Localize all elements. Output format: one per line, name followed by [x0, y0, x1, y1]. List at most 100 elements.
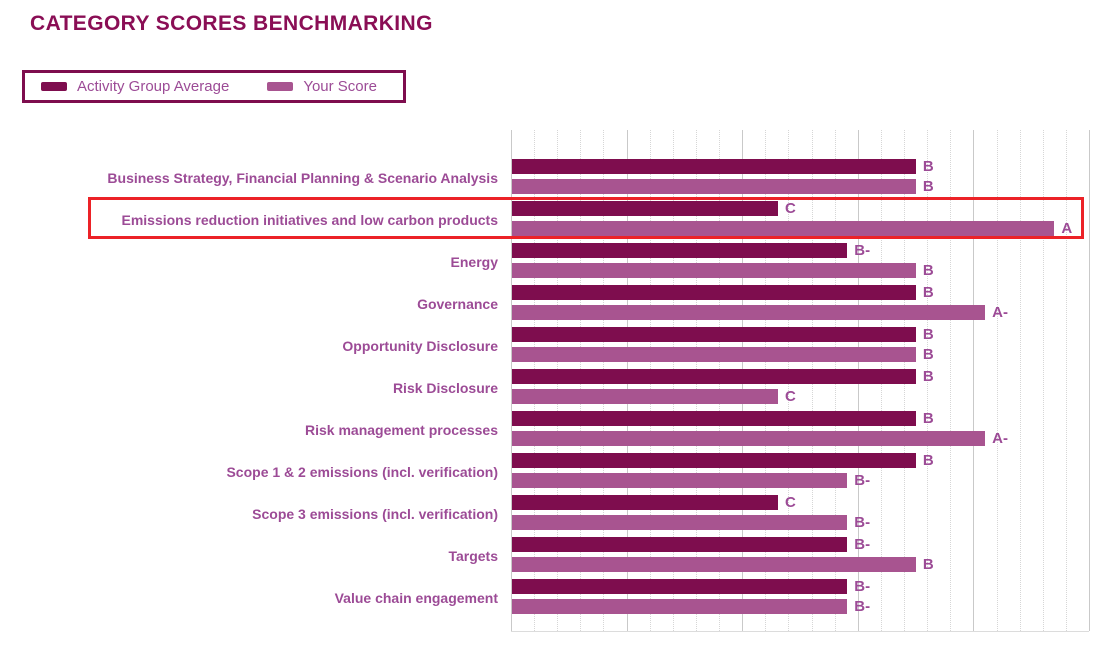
average-bar: [512, 453, 916, 468]
average-bar: [512, 411, 916, 426]
your-score-bar-wrap: B: [512, 557, 1089, 572]
category-label: Energy: [450, 254, 498, 270]
average-bar: [512, 243, 848, 258]
category-row: Emissions reduction initiatives and low …: [0, 199, 1089, 241]
your-score-bar: [512, 599, 848, 614]
grade-label: A: [1061, 220, 1073, 237]
gridline: [1042, 130, 1044, 631]
average-bar-wrap: B: [512, 327, 1089, 342]
category-row: Value chain engagement B- B-: [0, 577, 1089, 619]
average-bar: [512, 285, 916, 300]
category-label: Value chain engagement: [334, 590, 498, 606]
category-bars: B- B: [512, 535, 1089, 577]
grade-label: A-: [992, 304, 1008, 321]
gridline: [996, 130, 998, 631]
category-row: Scope 1 & 2 emissions (incl. verificatio…: [0, 451, 1089, 493]
category-label: Emissions reduction initiatives and low …: [121, 212, 498, 228]
average-bar: [512, 495, 778, 510]
gridline: [950, 130, 952, 631]
gridline: [927, 130, 929, 631]
your-score-bar: [512, 431, 986, 446]
average-bar: [512, 159, 916, 174]
grade-label: C: [784, 494, 796, 511]
legend: Activity Group Average Your Score: [22, 70, 406, 103]
category-label: Scope 3 emissions (incl. verification): [252, 506, 498, 522]
category-bars: B- B: [512, 241, 1089, 283]
chart-rows: Business Strategy, Financial Planning & …: [0, 157, 1089, 619]
average-bar-wrap: C: [512, 201, 1089, 216]
average-bar: [512, 201, 778, 216]
your-score-bar-wrap: B-: [512, 473, 1089, 488]
category-row: Governance B A-: [0, 283, 1089, 325]
gridline: [1065, 130, 1067, 631]
average-bar: [512, 579, 848, 594]
average-bar-wrap: C: [512, 495, 1089, 510]
category-row: Business Strategy, Financial Planning & …: [0, 157, 1089, 199]
category-label: Risk Disclosure: [392, 380, 498, 396]
average-bar: [512, 537, 848, 552]
gridline: [973, 130, 975, 631]
your-score-bar-wrap: A: [512, 221, 1089, 236]
average-bar-wrap: B: [512, 159, 1089, 174]
grade-label: B: [922, 326, 934, 343]
average-bar-wrap: B-: [512, 537, 1089, 552]
your-score-bar: [512, 221, 1055, 236]
your-score-bar: [512, 305, 986, 320]
grade-label: C: [784, 388, 796, 405]
grade-label: C: [784, 200, 796, 217]
average-bar-wrap: B-: [512, 243, 1089, 258]
your-score-bar-wrap: B: [512, 263, 1089, 278]
average-bar: [512, 327, 916, 342]
your-score-bar-wrap: B-: [512, 599, 1089, 614]
your-score-bar: [512, 515, 848, 530]
category-bars: B A-: [512, 283, 1089, 325]
grade-label: B: [922, 262, 934, 279]
grade-label: B-: [854, 514, 871, 531]
your-score-bar-wrap: A-: [512, 431, 1089, 446]
category-row: Opportunity Disclosure B B: [0, 325, 1089, 367]
category-label: Risk management processes: [305, 422, 498, 438]
grade-label: B-: [854, 472, 871, 489]
category-row: Targets B- B: [0, 535, 1089, 577]
category-row: Risk Disclosure B C: [0, 367, 1089, 409]
grade-label: A-: [992, 430, 1008, 447]
average-bar-wrap: B: [512, 285, 1089, 300]
your-score-bar: [512, 473, 848, 488]
your-score-bar: [512, 557, 916, 572]
grade-label: B: [922, 452, 934, 469]
category-label: Scope 1 & 2 emissions (incl. verificatio…: [226, 464, 498, 480]
category-bars: C B-: [512, 493, 1089, 535]
grade-label: B: [922, 158, 934, 175]
grade-label: B: [922, 284, 934, 301]
your-score-bar-wrap: B-: [512, 515, 1089, 530]
category-row: Scope 3 emissions (incl. verification) C B…: [0, 493, 1089, 535]
your-score-bar-wrap: B: [512, 347, 1089, 362]
your-score-bar-wrap: C: [512, 389, 1089, 404]
category-label: Targets: [448, 548, 498, 564]
category-bars: B A-: [512, 409, 1089, 451]
average-bar-wrap: B: [512, 411, 1089, 426]
grade-label: B: [922, 556, 934, 573]
gridline: [1089, 130, 1090, 631]
grade-label: B: [922, 178, 934, 195]
category-row: Risk management processes B A-: [0, 409, 1089, 451]
gridline: [511, 130, 512, 631]
category-row: Energy B- B: [0, 241, 1089, 283]
page-title: CATEGORY SCORES BENCHMARKING: [30, 12, 433, 35]
your-score-bar: [512, 347, 916, 362]
grade-label: B-: [854, 242, 871, 259]
legend-your-score-swatch-icon: [267, 82, 294, 91]
grade-label: B: [922, 346, 934, 363]
your-score-bar: [512, 389, 778, 404]
category-label: Opportunity Disclosure: [342, 338, 498, 354]
legend-average-swatch-icon: [41, 82, 67, 91]
average-bar-wrap: B: [512, 453, 1089, 468]
legend-your-score-label: Your Score: [303, 78, 377, 95]
gridline: [1019, 130, 1021, 631]
your-score-bar: [512, 263, 916, 278]
